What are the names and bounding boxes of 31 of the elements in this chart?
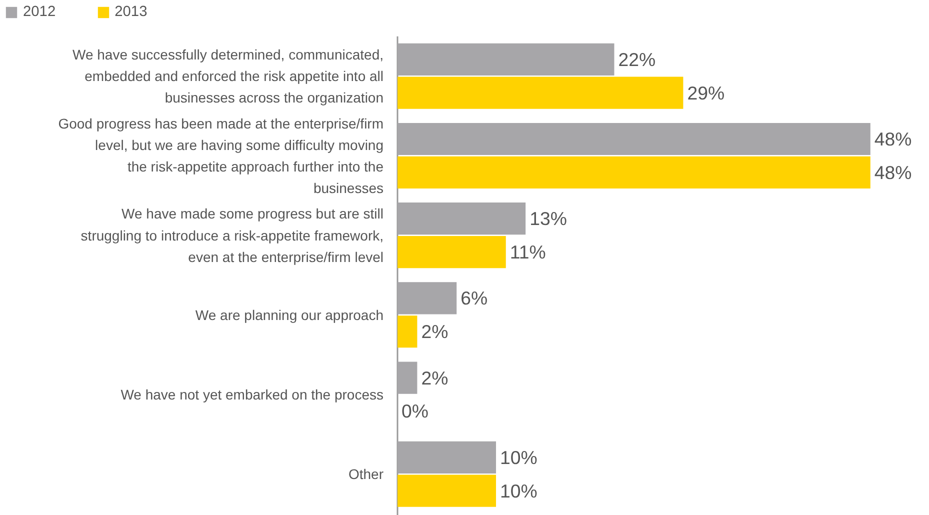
- y-tick-label: We have successfully determined, communicated, embedded and enforced the risk appetite into all businesses across the organization: [72, 46, 384, 106]
- data-label: 22%: [618, 48, 656, 70]
- bar: [398, 474, 496, 507]
- bar: [398, 236, 506, 268]
- data-label: 13%: [530, 208, 567, 230]
- data-label: 6%: [460, 288, 488, 309]
- data-label: 48%: [874, 128, 912, 150]
- data-label: 2%: [421, 321, 448, 342]
- bar: [398, 122, 870, 156]
- y-tick-label: We have made some progress but are still struggling to introduce a risk-appetite framework, even at the enterprise/firm level: [80, 206, 384, 265]
- y-tick-label: Other: [348, 466, 384, 482]
- data-label: 2%: [421, 367, 448, 388]
- y-tick-label: We have not yet embarked on the process: [120, 386, 384, 403]
- y-tick-label: We are planning our approach: [195, 306, 384, 323]
- bar: [398, 441, 496, 474]
- bar: [398, 43, 614, 76]
- bar: [398, 156, 870, 188]
- data-label: 10%: [500, 480, 538, 502]
- bar: [398, 76, 684, 109]
- bar: [398, 282, 457, 314]
- data-label: 11%: [510, 242, 546, 263]
- data-label: 29%: [687, 82, 725, 104]
- bar: [398, 202, 526, 235]
- y-tick-label: Good progress has been made at the enterprise/firm level, but we are having some difficulty moving the risk-appetite approach further into the businesses: [58, 115, 384, 196]
- bar: [398, 362, 418, 394]
- legend-label: 2013: [114, 4, 148, 20]
- legend-label: 2012: [23, 4, 56, 20]
- data-label: 10%: [500, 446, 538, 468]
- data-label: 48%: [874, 162, 912, 183]
- data-label: 0%: [402, 400, 428, 422]
- bar: [398, 316, 418, 348]
